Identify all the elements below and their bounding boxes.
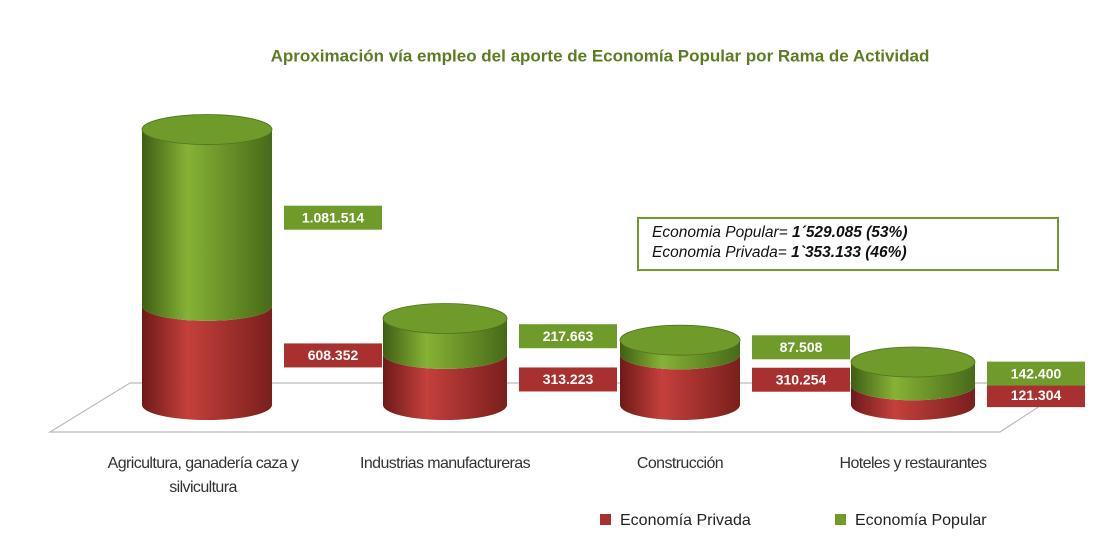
annotation-value: 1`353.133 (46%): [791, 244, 906, 261]
legend-label: Economía Popular: [855, 512, 987, 529]
cylinder-top: [850, 346, 976, 378]
value-label-box: [284, 343, 382, 368]
x-tick-label: Industrias manufactureras: [360, 455, 531, 472]
value-label: 608.352: [284, 343, 382, 368]
annotation: Economia Privada= 1`353.133 (46%): [652, 244, 907, 261]
cylinder-top: [619, 324, 741, 356]
legend-swatch: [835, 514, 846, 525]
value-label-text: 87.508: [780, 339, 823, 355]
value-label: 310.254: [752, 367, 850, 392]
cylinder-segment: [620, 354, 740, 420]
x-tick-label: Agricultura, ganadería caza y silvicultu…: [107, 455, 299, 496]
value-label-box: [519, 324, 617, 349]
cylinder-segment: [851, 362, 975, 401]
value-label-text: 313.223: [543, 371, 594, 387]
value-label-text: 142.400: [1011, 365, 1062, 381]
value-label-box: [519, 367, 617, 392]
annotation-label: Economia Popular=: [652, 224, 788, 241]
value-label-box: [284, 205, 382, 230]
cylinder-segment: [620, 340, 740, 370]
value-label: 142.400: [987, 361, 1085, 386]
annotation-value: 1´529.085 (53%): [792, 224, 907, 241]
cylinder-top: [382, 303, 508, 334]
annotation: Economia Popular= 1´529.085 (53%): [652, 224, 908, 241]
annotation-label: Economia Privada=: [652, 244, 787, 261]
annotation-box: Economia Popular= 1´529.085 (53%) Econom…: [637, 217, 1059, 271]
value-label-box: [752, 335, 850, 360]
value-label-text: 1.081.514: [302, 209, 364, 225]
legend-swatch: [600, 514, 611, 525]
x-tick-label: Construcción: [636, 455, 724, 472]
legend-label: Economía Privada: [620, 512, 751, 529]
value-label-text: 217.663: [543, 328, 594, 344]
cylinder-segment: [851, 385, 975, 420]
annotation-frame: [637, 217, 1059, 271]
cylinder-segment: [142, 305, 272, 420]
cylinder-top: [141, 114, 273, 145]
value-label: 87.508: [752, 335, 850, 360]
cylinder-segment: [383, 353, 507, 420]
value-label-box: [987, 383, 1085, 408]
value-label: 313.223: [519, 367, 617, 392]
value-label: 1.081.514: [284, 205, 382, 230]
x-tick-label: Hoteles y restaurantes: [839, 455, 987, 472]
value-label-text: 608.352: [308, 347, 359, 363]
value-label: 217.663: [519, 324, 617, 349]
chart-title: Aproximación vía empleo del aporte de Ec…: [271, 46, 930, 65]
value-label: 121.304: [987, 383, 1085, 408]
value-label-text: 310.254: [776, 371, 827, 387]
value-label-box: [987, 361, 1085, 386]
value-label-box: [752, 367, 850, 392]
cylinder-segment: [383, 318, 507, 369]
cylinder-segment: [142, 129, 272, 321]
value-label-text: 121.304: [1011, 387, 1062, 403]
